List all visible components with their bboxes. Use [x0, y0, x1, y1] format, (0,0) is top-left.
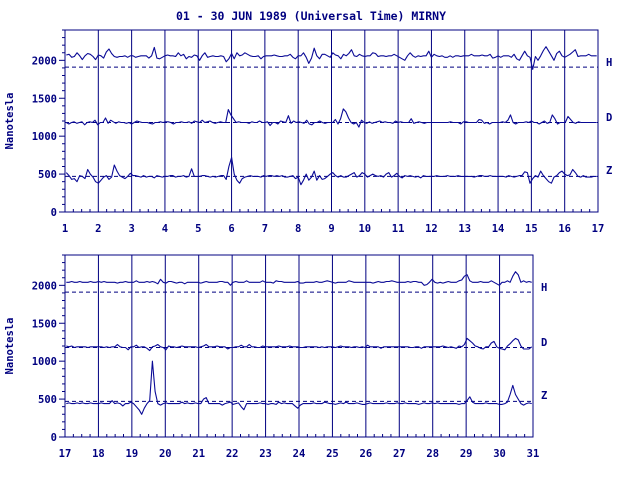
x-tick-label: 18: [92, 448, 105, 460]
x-tick-label: 11: [392, 223, 405, 235]
x-tick-label: 17: [592, 223, 605, 235]
chart-title: 01 - 30 JUN 1989 (Universal Time) MIRNY: [176, 9, 446, 23]
top-panel: 1 2 3 4 5 6 7 8 9 10 11 12 13 14 15 16 17050010001500200…: [4, 29, 612, 235]
x-tick-label: 22: [226, 448, 239, 460]
component-label-d: D: [541, 337, 547, 349]
x-tick-label: 14: [492, 223, 505, 235]
y-axis-title: Nanotesla: [4, 93, 16, 150]
y-tick-label: 1500: [32, 93, 57, 105]
x-tick-label: 23: [259, 448, 272, 460]
x-tick-label: 3: [128, 223, 134, 235]
x-tick-label: 2: [95, 223, 101, 235]
y-tick-label: 1000: [32, 131, 57, 143]
y-tick-label: 500: [38, 169, 57, 181]
x-tick-label: 24: [293, 448, 306, 460]
series-z-trace: [66, 360, 532, 415]
series-h-trace: [66, 271, 532, 286]
series-z-trace: [65, 156, 597, 186]
x-tick-label: 15: [525, 223, 538, 235]
component-label-z: Z: [541, 390, 547, 402]
x-tick-label: 1: [62, 223, 68, 235]
x-tick-label: 17: [59, 448, 72, 460]
x-tick-label: 9: [328, 223, 334, 235]
y-tick-label: 0: [51, 432, 57, 444]
x-tick-label: 12: [425, 223, 438, 235]
x-tick-label: 26: [360, 448, 373, 460]
x-tick-label: 28: [426, 448, 439, 460]
x-tick-label: 30: [493, 448, 506, 460]
x-tick-label: 29: [460, 448, 473, 460]
x-tick-label: 4: [162, 223, 168, 235]
y-axis-title: Nanotesla: [4, 318, 16, 375]
series-d-trace: [66, 337, 533, 352]
x-tick-label: 27: [393, 448, 406, 460]
component-label-h: H: [606, 57, 612, 69]
y-tick-label: 0: [51, 207, 57, 219]
bottom-panel: 17 18 19 20 21 22 23 24 25 26 27 28 29 30 31 0 500 1000 15…: [4, 254, 547, 460]
x-tick-label: 7: [262, 223, 268, 235]
x-tick-label: 31: [527, 448, 540, 460]
x-tick-label: 21: [192, 448, 205, 460]
x-tick-label: 5: [195, 223, 201, 235]
y-tick-label: 2000: [32, 280, 57, 292]
x-tick-label: 16: [558, 223, 571, 235]
y-tick-label: 2000: [32, 55, 57, 67]
series-h-trace: [66, 46, 597, 70]
x-tick-label: 13: [458, 223, 471, 235]
x-tick-label: 20: [159, 448, 172, 460]
x-tick-label: 25: [326, 448, 339, 460]
y-tick-label: 1000: [32, 356, 57, 368]
x-tick-label: 8: [295, 223, 301, 235]
x-tick-label: 6: [228, 223, 234, 235]
y-tick-label: 500: [38, 394, 57, 406]
component-label-d: D: [606, 112, 612, 124]
y-tick-label: 1500: [32, 318, 57, 330]
x-tick-label: 10: [358, 223, 371, 235]
x-tick-label: 19: [126, 448, 139, 460]
component-label-h: H: [541, 282, 547, 294]
component-label-z: Z: [606, 165, 612, 177]
series-d-trace: [66, 108, 597, 128]
